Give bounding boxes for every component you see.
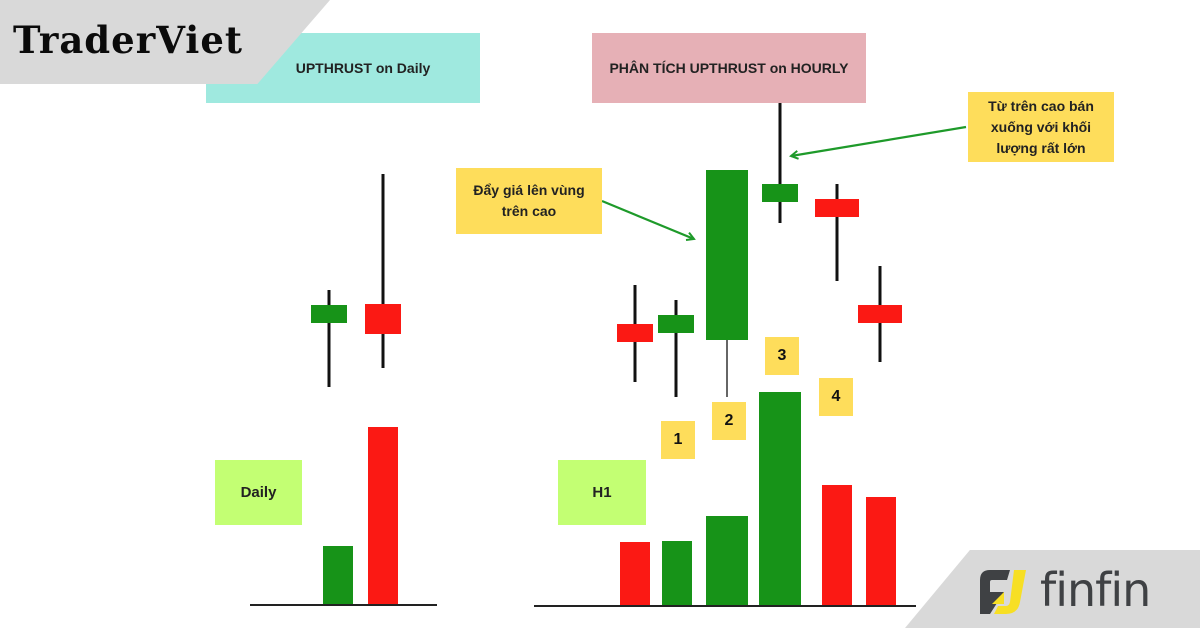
timeframe-h1: H1 (558, 460, 646, 525)
arrow-push-up (601, 199, 694, 239)
note-push-up: Đẩy giá lên vùng trên cao (456, 168, 602, 234)
finfin-logo-icon (980, 570, 1026, 614)
marker-3: 3 (765, 337, 799, 375)
hourly-title-text: PHÂN TÍCH UPTHRUST on HOURLY (609, 60, 849, 76)
marker-4: 4 (819, 378, 853, 416)
daily-volume (250, 427, 437, 606)
marker-2: 2 (712, 402, 746, 440)
hourly-volume (534, 392, 916, 607)
marker-1: 1 (661, 421, 695, 459)
hourly-title: PHÂN TÍCH UPTHRUST on HOURLY (592, 33, 866, 103)
brand-logo: TraderViet (13, 18, 243, 62)
arrow-sell-down (791, 125, 967, 156)
hourly-candles (617, 103, 902, 397)
daily-title-text: UPTHRUST on Daily (295, 60, 431, 76)
finfin-logo: finfin (976, 560, 1151, 620)
finfin-logo-text: finfin (1040, 563, 1151, 617)
note-sell-down: Từ trên cao bán xuống với khối lượng rất… (968, 92, 1114, 162)
daily-candles (311, 174, 401, 387)
timeframe-daily: Daily (215, 460, 302, 525)
